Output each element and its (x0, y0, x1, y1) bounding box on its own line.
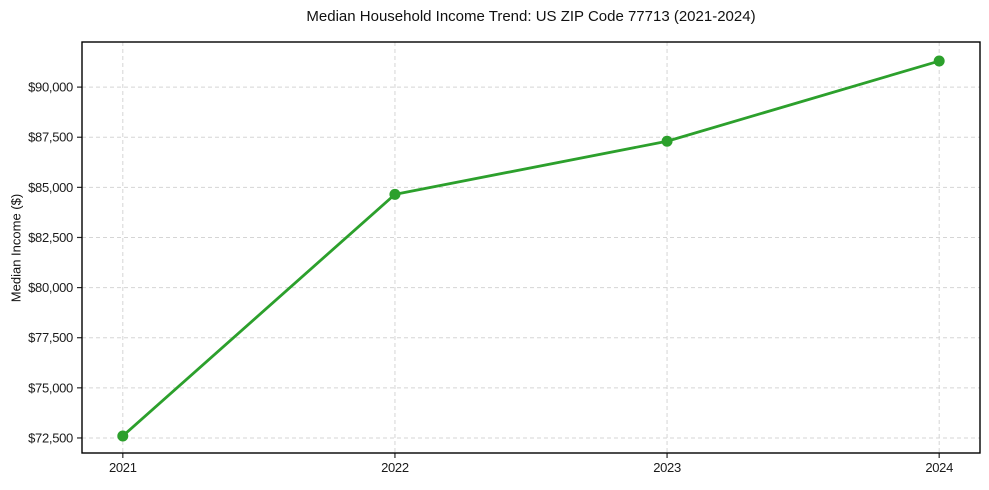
x-tick-label: 2021 (109, 460, 137, 475)
y-tick-label: $85,000 (28, 180, 73, 195)
x-tick-label: 2022 (381, 460, 409, 475)
data-point (661, 135, 673, 147)
x-tick-label: 2023 (653, 460, 681, 475)
chart-title: Median Household Income Trend: US ZIP Co… (306, 8, 756, 25)
data-point (933, 55, 945, 67)
data-point (117, 430, 129, 442)
data-point (389, 188, 401, 200)
y-tick-label: $82,500 (28, 230, 73, 245)
y-tick-label: $75,000 (28, 380, 73, 395)
x-tick-label: 2024 (925, 460, 953, 475)
y-tick-label: $87,500 (28, 130, 73, 145)
y-tick-label: $72,500 (28, 430, 73, 445)
income-trend-line (121, 59, 941, 438)
y-tick-label: $80,000 (28, 280, 73, 295)
y-tick-label: $90,000 (28, 80, 73, 95)
y-tick-label: $77,500 (28, 330, 73, 345)
plot-border (81, 41, 981, 454)
